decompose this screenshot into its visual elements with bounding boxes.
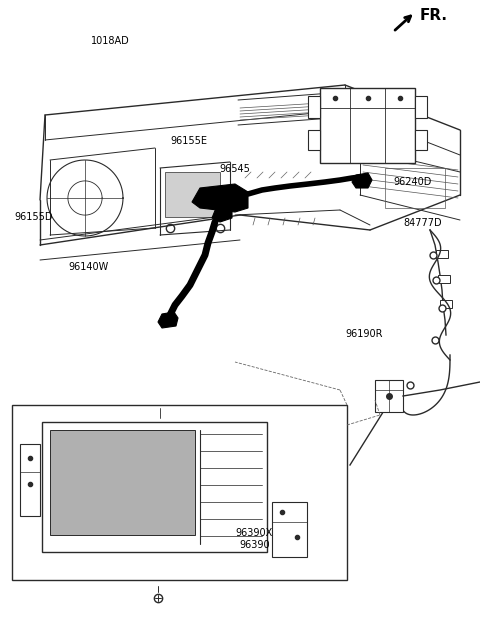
Polygon shape [352, 173, 372, 188]
Bar [50, 430, 195, 535]
Text: 84777D: 84777D [403, 218, 442, 228]
Bar [320, 88, 415, 163]
Bar [385, 168, 445, 208]
Polygon shape [212, 206, 232, 222]
Text: 96155D: 96155D [14, 212, 53, 222]
Bar [436, 250, 448, 258]
Bar [415, 96, 427, 118]
Bar [272, 502, 307, 557]
Text: 96545: 96545 [220, 164, 251, 174]
Bar [20, 444, 40, 516]
Bar [438, 275, 450, 283]
Bar [308, 130, 320, 150]
Bar [440, 300, 452, 308]
Bar [165, 172, 220, 217]
Text: 96240D: 96240D [394, 177, 432, 187]
Bar [42, 422, 267, 552]
Bar [415, 130, 427, 150]
Polygon shape [158, 312, 178, 328]
Text: 96140W: 96140W [69, 262, 109, 272]
Bar [12, 405, 347, 580]
Text: 96155E: 96155E [170, 136, 207, 146]
Polygon shape [192, 184, 248, 212]
Bar [308, 96, 320, 118]
Text: 96190R: 96190R [346, 329, 383, 339]
Text: FR.: FR. [420, 8, 448, 23]
Text: 96390X
96390: 96390X 96390 [236, 528, 273, 550]
Bar [375, 380, 403, 412]
Text: 1018AD: 1018AD [91, 36, 130, 46]
